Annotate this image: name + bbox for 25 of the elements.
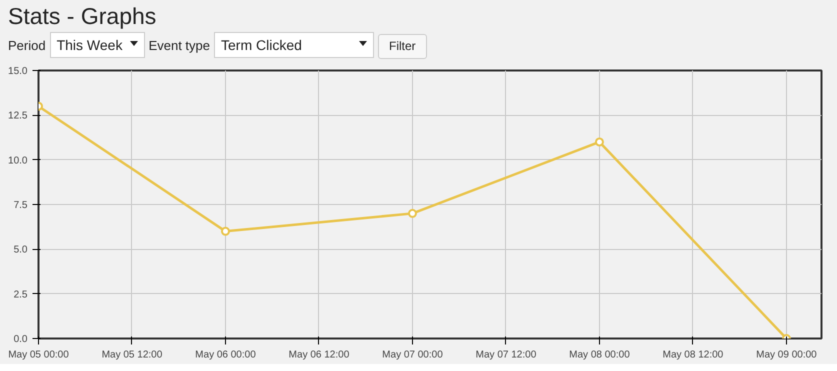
point — [594, 137, 604, 146]
text: Period — [8, 38, 46, 53]
text: Term Clicked — [214, 32, 374, 58]
text: Event type — [148, 38, 210, 53]
x-tick-label: May 05 12:00 — [102, 350, 163, 360]
text: This Week — [50, 32, 145, 58]
text: Filter — [378, 34, 427, 60]
x-tick-label: May 05 00:00 — [8, 350, 70, 360]
point — [220, 226, 230, 236]
y-tick-label: 15.0 — [8, 66, 28, 77]
y-tick-label: 0.0 — [14, 334, 28, 345]
y-tick-label: 5.0 — [14, 244, 28, 256]
point — [408, 208, 417, 218]
y-tick-label: 10.0 — [8, 155, 28, 166]
y-tick-label: 2.5 — [14, 289, 28, 300]
x-tick-label: May 08 12:00 — [662, 350, 724, 360]
chart-title: Stats - Graphs — [8, 2, 156, 31]
y-tick-label: 7.5 — [14, 200, 28, 211]
x-tick-label: May 07 00:00 — [382, 350, 444, 360]
x-tick-label: May 06 12:00 — [288, 350, 350, 360]
x-tick-label: May 09 00:00 — [756, 350, 818, 360]
x-tick-label: May 07 12:00 — [476, 350, 537, 360]
x-tick-label: May 08 00:00 — [569, 350, 630, 360]
y-tick-label: 12.5 — [8, 110, 28, 122]
x-tick-label: May 06 00:00 — [195, 350, 256, 360]
